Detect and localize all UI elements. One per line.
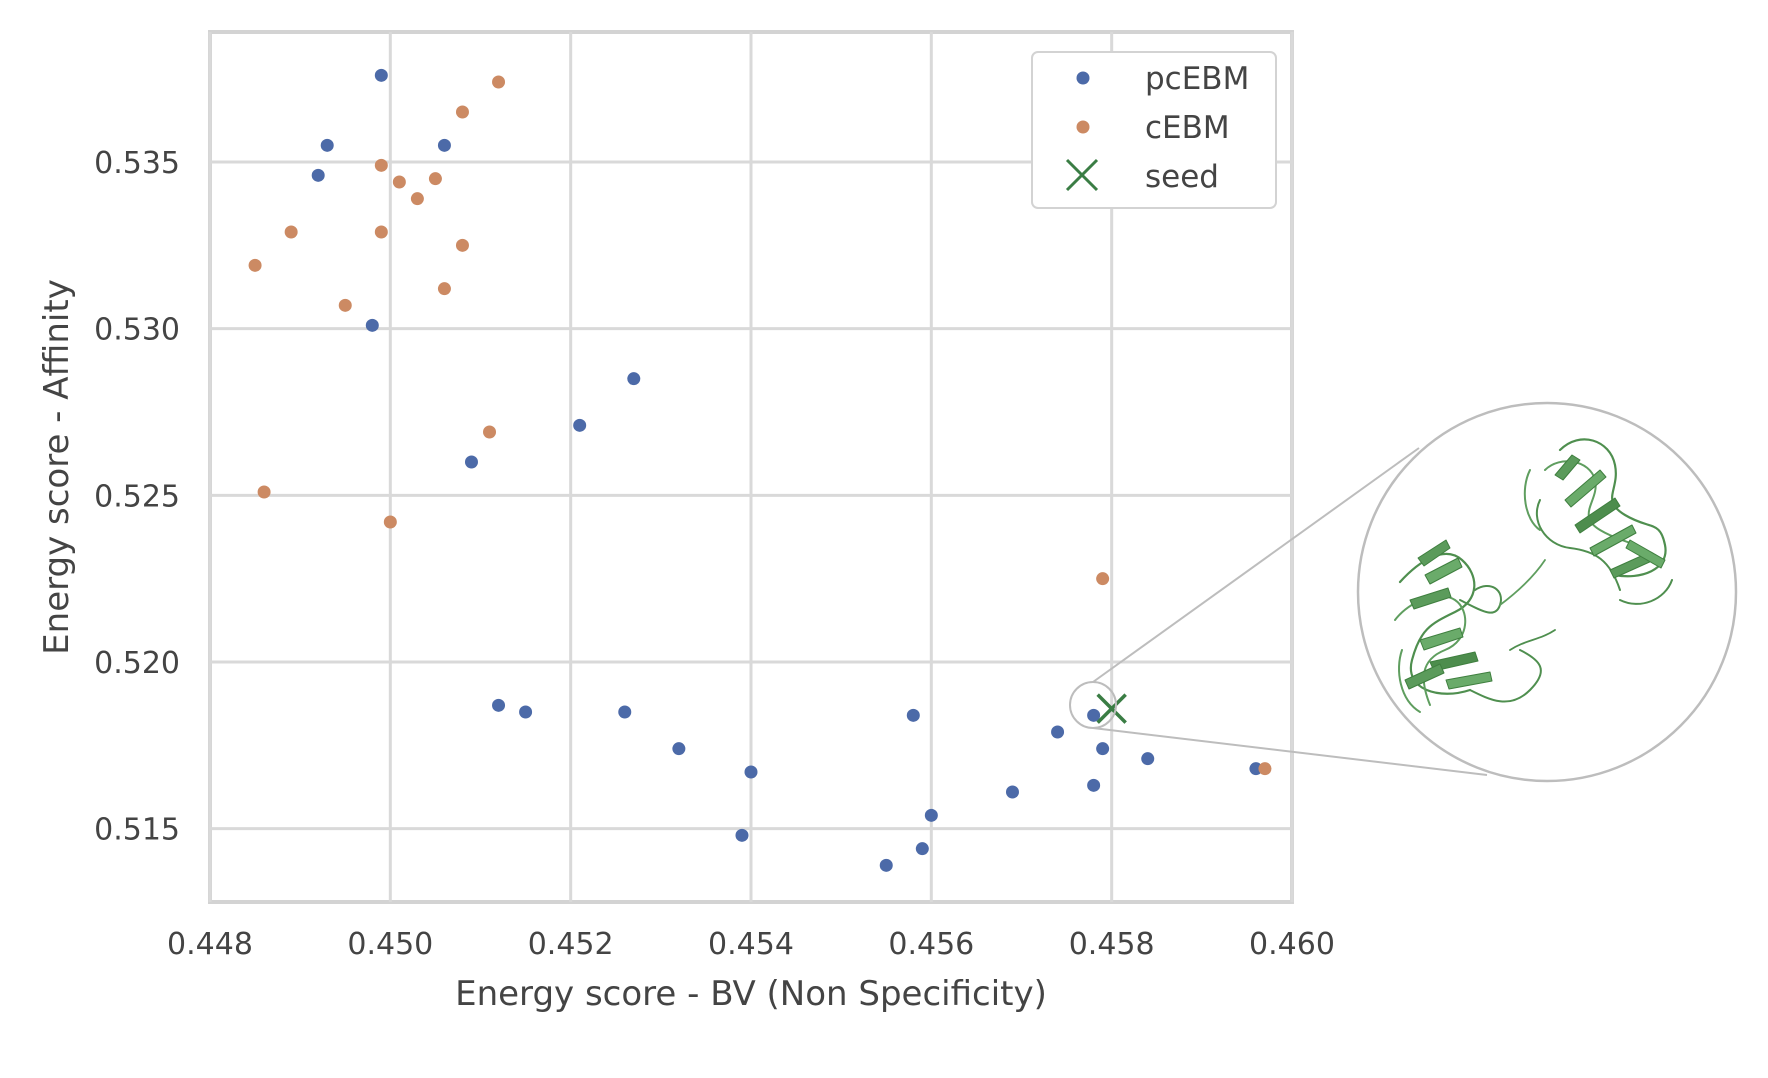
point-cebm: [338, 298, 352, 312]
zoom-line-top: [1092, 447, 1420, 683]
point-pcebm: [1096, 742, 1110, 756]
y-tick-labels: 0.515 0.520 0.525 0.530 0.535: [94, 146, 180, 848]
point-pcebm: [906, 708, 920, 722]
legend-label-seed: seed: [1145, 159, 1219, 195]
point-pcebm: [573, 418, 587, 432]
legend-marker-pcebm: [1076, 71, 1090, 85]
point-pcebm: [437, 138, 451, 152]
point-pcebm: [320, 138, 334, 152]
point-pcebm: [1005, 785, 1019, 799]
point-pcebm: [1087, 708, 1101, 722]
point-pcebm: [492, 698, 506, 712]
point-cebm: [410, 192, 424, 206]
point-cebm: [455, 238, 469, 252]
point-cebm: [284, 225, 298, 239]
point-pcebm: [365, 318, 379, 332]
zoom-callout: [1069, 447, 1488, 776]
y-tick-label: 0.515: [94, 813, 180, 848]
point-pcebm: [1087, 778, 1101, 792]
point-pcebm: [618, 705, 632, 719]
point-pcebm: [1249, 762, 1263, 776]
y-tick-label: 0.525: [94, 479, 180, 514]
x-tick-label: 0.456: [888, 927, 974, 962]
legend-marker-seed: [1065, 158, 1099, 192]
point-cebm: [374, 225, 388, 239]
point-cebm: [257, 485, 271, 499]
point-cebm: [483, 425, 497, 439]
x-tick-label: 0.450: [347, 927, 433, 962]
point-pcebm: [519, 705, 533, 719]
point-pcebm: [311, 168, 325, 182]
y-tick-label: 0.535: [94, 146, 180, 181]
point-pcebm: [924, 808, 938, 822]
x-tick-label: 0.448: [167, 927, 253, 962]
point-cebm: [248, 258, 262, 272]
zoom-line-bottom: [1092, 727, 1488, 776]
x-tick-labels: 0.448 0.450 0.452 0.454 0.456 0.458 0.460: [167, 927, 1335, 962]
data-marks: [248, 68, 1272, 872]
y-tick-label: 0.520: [94, 646, 180, 681]
point-cebm: [428, 172, 442, 186]
y-axis-label: Energy score - Affinity: [37, 279, 77, 655]
point-cebm: [455, 105, 469, 119]
point-cebm: [1096, 572, 1110, 586]
legend-box: [1031, 51, 1277, 209]
point-pcebm: [374, 68, 388, 82]
legend-marker-cebm: [1076, 120, 1090, 134]
x-tick-label: 0.458: [1069, 927, 1155, 962]
inset-circle: [1356, 401, 1738, 783]
legend: pcEBM cEBM seed: [1031, 51, 1277, 209]
point-cebm: [392, 175, 406, 189]
x-tick-label: 0.460: [1249, 927, 1335, 962]
point-cebm: [437, 282, 451, 296]
point-pcebm: [464, 455, 478, 469]
point-pcebm: [879, 858, 893, 872]
point-pcebm: [627, 372, 641, 386]
point-pcebm: [915, 842, 929, 856]
protein-structure-icon: [1356, 401, 1738, 783]
point-cebm: [374, 158, 388, 172]
point-cebm: [492, 75, 506, 89]
point-seed: [1096, 693, 1127, 724]
point-cebm: [383, 515, 397, 529]
x-tick-label: 0.452: [528, 927, 614, 962]
point-pcebm: [672, 742, 686, 756]
point-pcebm: [1051, 725, 1065, 739]
x-tick-label: 0.454: [708, 927, 794, 962]
point-cebm: [1258, 762, 1272, 776]
x-axis-label: Energy score - BV (Non Specificity): [455, 974, 1047, 1014]
legend-label-pcebm: pcEBM: [1145, 61, 1249, 97]
point-pcebm: [744, 765, 758, 779]
legend-label-cebm: cEBM: [1145, 110, 1230, 146]
point-pcebm: [735, 828, 749, 842]
point-pcebm: [1141, 752, 1155, 766]
y-tick-label: 0.530: [94, 313, 180, 348]
